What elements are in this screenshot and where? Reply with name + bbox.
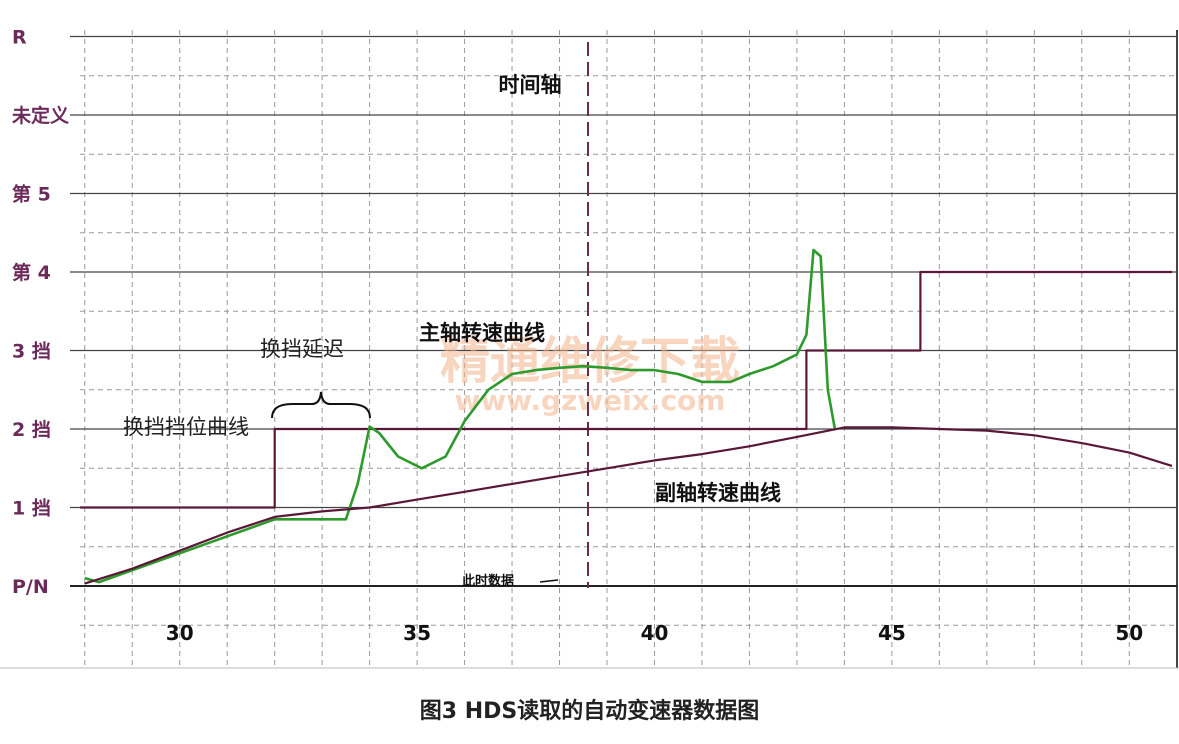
y-level-label: 第 4 [12,261,51,284]
y-level-label: R [12,27,27,49]
x-tick-label: 50 [1115,621,1143,645]
x-tick-label: 45 [878,621,906,645]
gridlines [70,30,1177,668]
y-level-label: 未定义 [11,104,69,127]
annotation-shift-delay: 换挡延迟 [260,337,344,361]
annotation-main-shaft: 主轴转速曲线 [419,321,545,345]
shift-delay-bracket [271,391,371,419]
y-level-label: 2 挡 [12,419,51,441]
y-level-label: 第 5 [12,183,51,206]
x-axis-labels: 30 35 40 45 50 [166,621,1143,645]
annotation-counter-shaft: 副轴转速曲线 [655,481,781,505]
plot-area [0,0,1179,672]
y-level-label: 1 挡 [12,498,51,520]
y-level-label: 3 挡 [12,341,51,363]
x-tick-label: 30 [166,621,194,645]
series-lines [80,248,1173,585]
watermark: 精通维修下载 www.gzweix.com [440,331,740,417]
series-line-shift-position [80,270,1172,509]
series-line-counter-shaft [84,426,1173,585]
x-tick-label: 40 [641,621,669,645]
y-level-label: P/N [12,576,49,598]
watermark-text: 精通维修下载 [440,331,740,390]
annotation-shift-curve: 换挡挡位曲线 [123,415,249,439]
figure-caption: 图3 HDS读取的自动变速器数据图 [419,699,760,724]
cursor-data-tick [539,579,559,583]
series-line-main-shaft [84,248,837,584]
y-axis-labels: P/N 1 挡 2 挡 3 挡 第 4 第 5 未定义 R [11,27,69,599]
time-axis-label: 时间轴 [499,73,562,97]
cursor-data-label: 此时数据 [462,573,514,589]
watermark-url: www.gzweix.com [455,384,726,417]
x-tick-label: 35 [403,621,431,645]
